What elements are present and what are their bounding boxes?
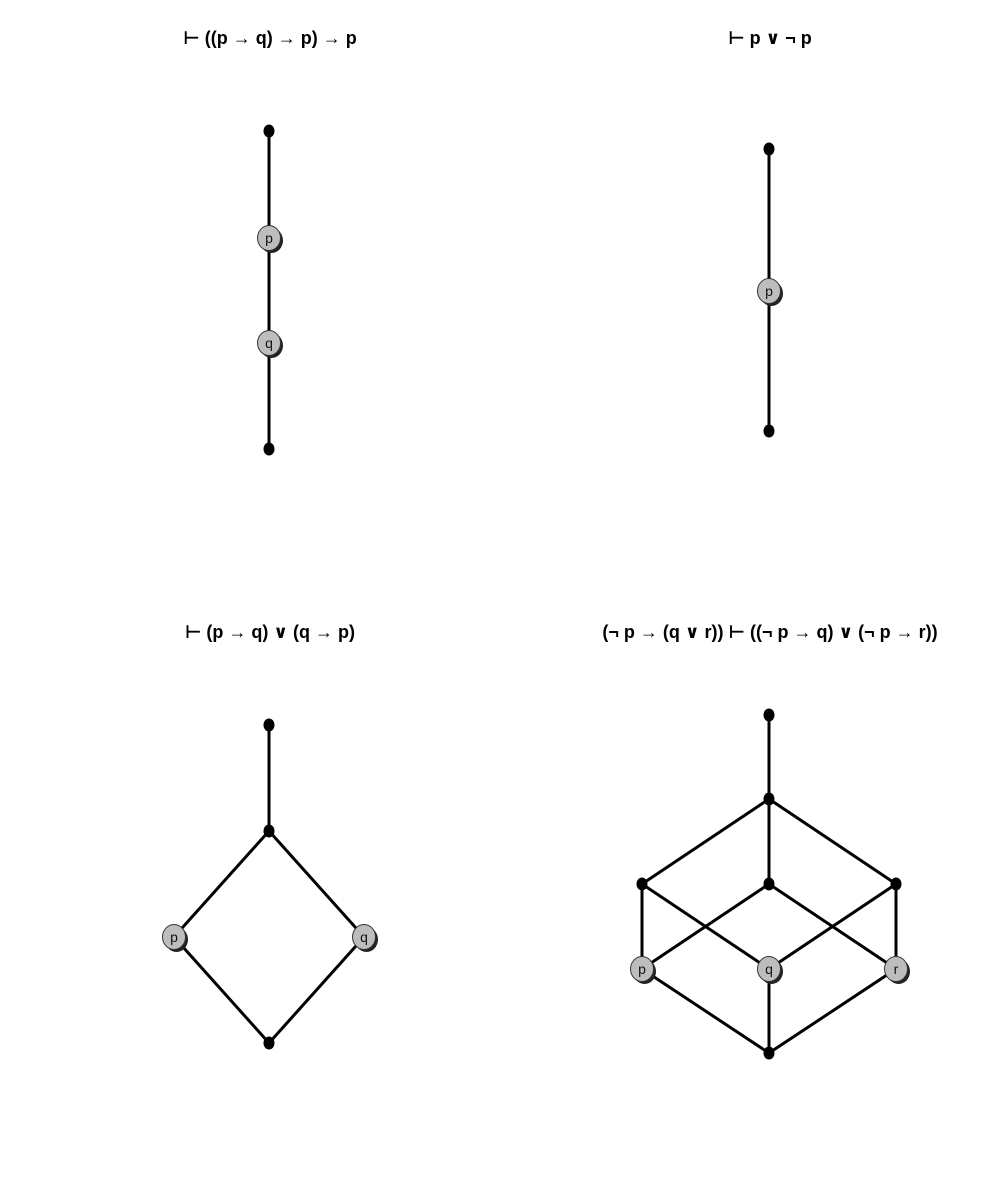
lattice-node	[764, 1047, 775, 1060]
lattice-node	[891, 878, 902, 891]
node-label: p	[765, 283, 773, 299]
lattice-node	[264, 125, 275, 138]
lattice-diagram: p	[500, 0, 1000, 590]
labeled-node-p: p	[758, 279, 784, 307]
lattice-edge	[174, 937, 269, 1043]
lattice-node	[764, 878, 775, 891]
node-label: q	[765, 961, 773, 977]
lattice-node	[764, 793, 775, 806]
lattice-edge	[269, 831, 364, 937]
lattice-node	[764, 425, 775, 438]
lattice-node	[264, 825, 275, 838]
labeled-node-p: p	[163, 925, 189, 953]
lattice-node	[264, 1037, 275, 1050]
labeled-node-q: q	[258, 331, 284, 359]
labeled-node-q: q	[353, 925, 379, 953]
lattice-node	[764, 709, 775, 722]
lattice-diagram: pq	[0, 0, 540, 590]
node-label: p	[170, 929, 178, 945]
lattice-edge	[269, 937, 364, 1043]
node-label: q	[360, 929, 368, 945]
lattice-diagram: p q r	[500, 590, 1000, 1194]
node-label: p	[638, 961, 646, 977]
labeled-node-p: p	[258, 226, 284, 254]
lattice-edge	[642, 799, 769, 884]
lattice-edge	[642, 969, 769, 1053]
lattice-node	[264, 443, 275, 456]
node-label: q	[265, 335, 273, 351]
node-label: r	[894, 961, 899, 977]
lattice-edge	[769, 799, 896, 884]
labeled-node-r: r	[885, 957, 911, 985]
lattice-node	[264, 719, 275, 732]
lattice-node	[764, 143, 775, 156]
lattice-node	[637, 878, 648, 891]
panel-kreisel-putnam: (¬ p → (q ∨ r)) ⊢ ((¬ p → q) ∨ (¬ p → r)…	[500, 590, 1000, 1194]
lattice-edge	[174, 831, 269, 937]
lattice-edge	[769, 969, 896, 1053]
panel-excluded-middle: ⊢ p ∨ ¬ p p	[500, 0, 1000, 590]
node-label: p	[265, 230, 273, 246]
